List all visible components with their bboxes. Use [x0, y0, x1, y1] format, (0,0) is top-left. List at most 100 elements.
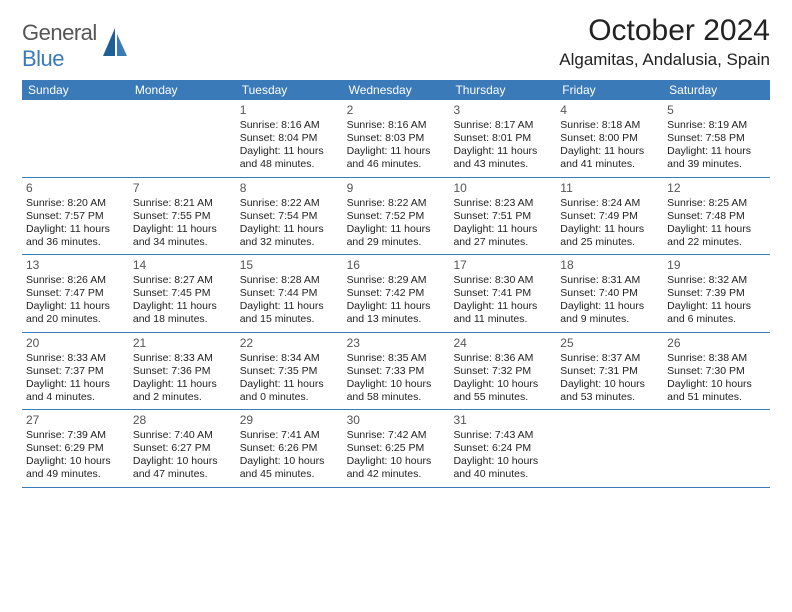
- day-set: Sunset: 7:37 PM: [26, 365, 125, 378]
- day-number: 28: [133, 413, 232, 428]
- day-rise: Sunrise: 8:37 AM: [560, 352, 659, 365]
- day-day: Daylight: 11 hours and 6 minutes.: [667, 300, 766, 326]
- day-rise: Sunrise: 8:22 AM: [240, 197, 339, 210]
- day-day: Daylight: 10 hours and 53 minutes.: [560, 378, 659, 404]
- day-cell: 15Sunrise: 8:28 AMSunset: 7:44 PMDayligh…: [236, 255, 343, 332]
- day-rise: Sunrise: 7:43 AM: [453, 429, 552, 442]
- day-number: 25: [560, 336, 659, 351]
- day-day: Daylight: 11 hours and 11 minutes.: [453, 300, 552, 326]
- day-rise: Sunrise: 8:19 AM: [667, 119, 766, 132]
- weekday-header: Wednesday: [343, 80, 450, 100]
- day-rise: Sunrise: 7:42 AM: [347, 429, 446, 442]
- day-day: Daylight: 10 hours and 51 minutes.: [667, 378, 766, 404]
- day-cell: 7Sunrise: 8:21 AMSunset: 7:55 PMDaylight…: [129, 178, 236, 255]
- day-day: Daylight: 11 hours and 41 minutes.: [560, 145, 659, 171]
- day-day: Daylight: 11 hours and 4 minutes.: [26, 378, 125, 404]
- day-cell: 18Sunrise: 8:31 AMSunset: 7:40 PMDayligh…: [556, 255, 663, 332]
- day-number: 31: [453, 413, 552, 428]
- day-cell: 22Sunrise: 8:34 AMSunset: 7:35 PMDayligh…: [236, 333, 343, 410]
- weekday-header: Friday: [556, 80, 663, 100]
- day-number: 14: [133, 258, 232, 273]
- day-number: 11: [560, 181, 659, 196]
- weekday-header: Thursday: [449, 80, 556, 100]
- day-day: Daylight: 11 hours and 9 minutes.: [560, 300, 659, 326]
- day-set: Sunset: 6:27 PM: [133, 442, 232, 455]
- day-number: 9: [347, 181, 446, 196]
- day-set: Sunset: 7:32 PM: [453, 365, 552, 378]
- day-rise: Sunrise: 8:25 AM: [667, 197, 766, 210]
- title-block: October 2024 Algamitas, Andalusia, Spain: [559, 14, 770, 70]
- day-set: Sunset: 8:01 PM: [453, 132, 552, 145]
- logo-text: General Blue: [22, 20, 97, 72]
- day-day: Daylight: 10 hours and 47 minutes.: [133, 455, 232, 481]
- day-rise: Sunrise: 8:27 AM: [133, 274, 232, 287]
- day-number: 10: [453, 181, 552, 196]
- day-cell: 23Sunrise: 8:35 AMSunset: 7:33 PMDayligh…: [343, 333, 450, 410]
- day-cell: 12Sunrise: 8:25 AMSunset: 7:48 PMDayligh…: [663, 178, 770, 255]
- day-day: Daylight: 10 hours and 45 minutes.: [240, 455, 339, 481]
- location: Algamitas, Andalusia, Spain: [559, 50, 770, 70]
- sail-icon: [101, 26, 129, 67]
- day-day: Daylight: 11 hours and 48 minutes.: [240, 145, 339, 171]
- day-cell: 26Sunrise: 8:38 AMSunset: 7:30 PMDayligh…: [663, 333, 770, 410]
- day-day: Daylight: 11 hours and 13 minutes.: [347, 300, 446, 326]
- weekday-header: Monday: [129, 80, 236, 100]
- day-cell: [129, 100, 236, 177]
- day-number: 20: [26, 336, 125, 351]
- day-set: Sunset: 7:41 PM: [453, 287, 552, 300]
- weekday-header: Saturday: [663, 80, 770, 100]
- day-set: Sunset: 6:26 PM: [240, 442, 339, 455]
- day-number: 8: [240, 181, 339, 196]
- day-day: Daylight: 11 hours and 18 minutes.: [133, 300, 232, 326]
- day-rise: Sunrise: 8:33 AM: [26, 352, 125, 365]
- day-number: 29: [240, 413, 339, 428]
- day-cell: 9Sunrise: 8:22 AMSunset: 7:52 PMDaylight…: [343, 178, 450, 255]
- day-cell: 20Sunrise: 8:33 AMSunset: 7:37 PMDayligh…: [22, 333, 129, 410]
- day-cell: 31Sunrise: 7:43 AMSunset: 6:24 PMDayligh…: [449, 410, 556, 487]
- day-cell: 16Sunrise: 8:29 AMSunset: 7:42 PMDayligh…: [343, 255, 450, 332]
- day-set: Sunset: 7:48 PM: [667, 210, 766, 223]
- day-cell: 21Sunrise: 8:33 AMSunset: 7:36 PMDayligh…: [129, 333, 236, 410]
- day-number: 18: [560, 258, 659, 273]
- day-day: Daylight: 11 hours and 2 minutes.: [133, 378, 232, 404]
- day-set: Sunset: 6:24 PM: [453, 442, 552, 455]
- day-rise: Sunrise: 8:17 AM: [453, 119, 552, 132]
- day-set: Sunset: 6:29 PM: [26, 442, 125, 455]
- day-number: 7: [133, 181, 232, 196]
- day-rise: Sunrise: 8:21 AM: [133, 197, 232, 210]
- day-day: Daylight: 11 hours and 34 minutes.: [133, 223, 232, 249]
- header: General Blue October 2024 Algamitas, And…: [22, 14, 770, 72]
- logo: General Blue: [22, 14, 129, 72]
- day-number: 26: [667, 336, 766, 351]
- day-day: Daylight: 10 hours and 42 minutes.: [347, 455, 446, 481]
- day-day: Daylight: 11 hours and 0 minutes.: [240, 378, 339, 404]
- day-number: 30: [347, 413, 446, 428]
- day-cell: 13Sunrise: 8:26 AMSunset: 7:47 PMDayligh…: [22, 255, 129, 332]
- day-cell: 17Sunrise: 8:30 AMSunset: 7:41 PMDayligh…: [449, 255, 556, 332]
- day-rise: Sunrise: 8:31 AM: [560, 274, 659, 287]
- day-set: Sunset: 8:03 PM: [347, 132, 446, 145]
- day-cell: 4Sunrise: 8:18 AMSunset: 8:00 PMDaylight…: [556, 100, 663, 177]
- day-day: Daylight: 10 hours and 49 minutes.: [26, 455, 125, 481]
- day-set: Sunset: 7:45 PM: [133, 287, 232, 300]
- day-rise: Sunrise: 8:34 AM: [240, 352, 339, 365]
- day-number: 24: [453, 336, 552, 351]
- day-number: 15: [240, 258, 339, 273]
- day-day: Daylight: 11 hours and 15 minutes.: [240, 300, 339, 326]
- day-day: Daylight: 11 hours and 39 minutes.: [667, 145, 766, 171]
- day-cell: 28Sunrise: 7:40 AMSunset: 6:27 PMDayligh…: [129, 410, 236, 487]
- day-number: 5: [667, 103, 766, 118]
- day-rise: Sunrise: 8:18 AM: [560, 119, 659, 132]
- day-cell: 30Sunrise: 7:42 AMSunset: 6:25 PMDayligh…: [343, 410, 450, 487]
- page-title: October 2024: [559, 14, 770, 48]
- day-day: Daylight: 11 hours and 27 minutes.: [453, 223, 552, 249]
- day-rise: Sunrise: 8:32 AM: [667, 274, 766, 287]
- day-cell: 10Sunrise: 8:23 AMSunset: 7:51 PMDayligh…: [449, 178, 556, 255]
- day-set: Sunset: 7:47 PM: [26, 287, 125, 300]
- day-rise: Sunrise: 8:38 AM: [667, 352, 766, 365]
- day-rise: Sunrise: 8:30 AM: [453, 274, 552, 287]
- day-set: Sunset: 7:42 PM: [347, 287, 446, 300]
- day-number: 23: [347, 336, 446, 351]
- day-day: Daylight: 11 hours and 46 minutes.: [347, 145, 446, 171]
- week-row: 1Sunrise: 8:16 AMSunset: 8:04 PMDaylight…: [22, 100, 770, 178]
